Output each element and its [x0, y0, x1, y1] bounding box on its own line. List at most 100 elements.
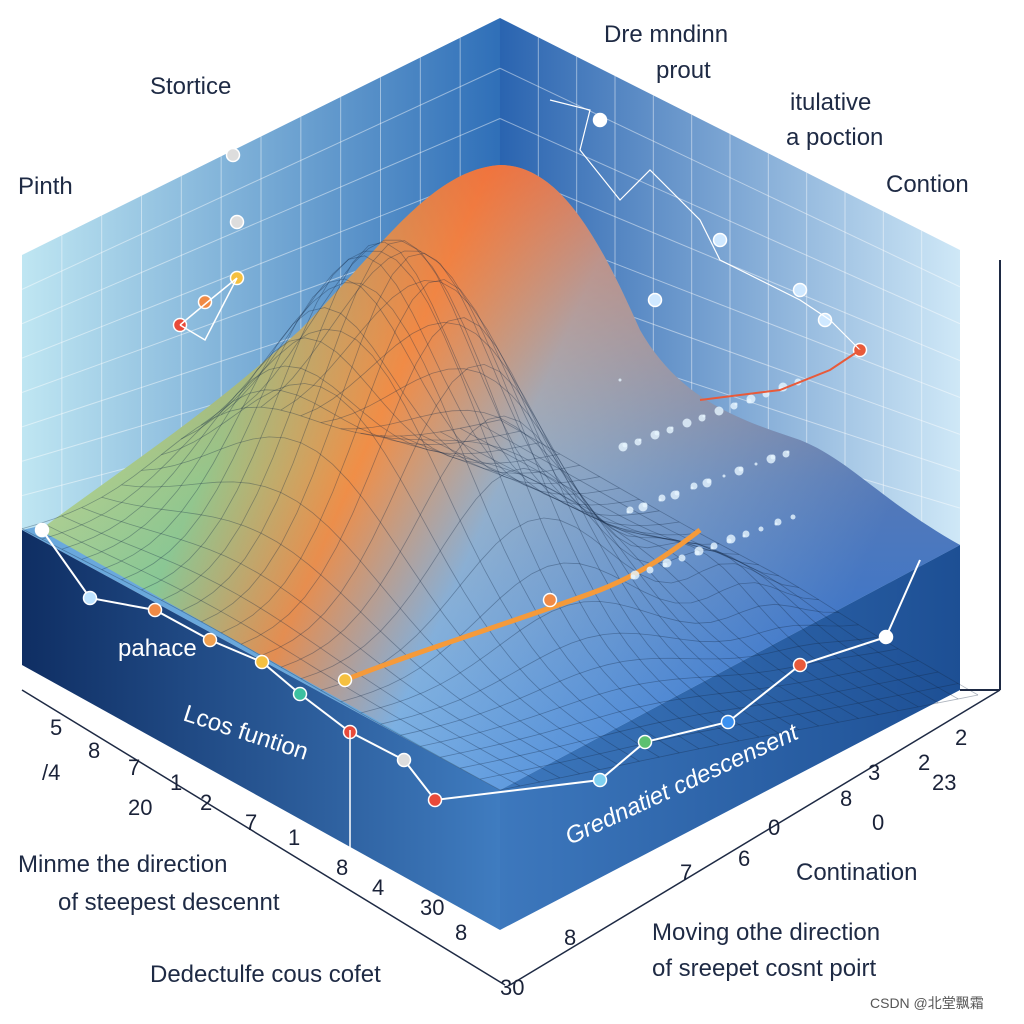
- marker: [637, 734, 653, 750]
- particle: [670, 490, 680, 500]
- mesh-line: [380, 435, 859, 719]
- watermark: CSDN @北堂飘霜: [870, 995, 984, 1011]
- label: Minme the direction: [18, 851, 227, 878]
- label: itulative: [790, 89, 871, 116]
- mesh-line: [320, 517, 799, 691]
- mesh-line: [121, 481, 600, 771]
- particle: [630, 574, 636, 580]
- grid-line: [21, 168, 501, 359]
- front-left-face: [22, 530, 500, 930]
- label: of steepest descennt: [58, 889, 280, 916]
- particle: [754, 462, 758, 466]
- marker: [229, 214, 245, 230]
- grid-line: [21, 118, 501, 325]
- mesh-line: [141, 255, 620, 591]
- mesh-line: [41, 389, 520, 540]
- particle: [758, 526, 764, 532]
- particle: [634, 438, 642, 446]
- mesh-line: [181, 240, 660, 612]
- mesh-line: [240, 239, 720, 746]
- particle: [658, 498, 662, 502]
- mesh-line: [420, 648, 899, 747]
- axis-number: 8: [336, 855, 348, 880]
- mesh-line: [61, 515, 540, 783]
- axis-number: 30: [500, 975, 524, 1000]
- label: Moving othe direction: [652, 919, 880, 946]
- axis-number: 8: [564, 925, 576, 950]
- surface-shade: [40, 165, 960, 790]
- label: Pinth: [18, 173, 73, 200]
- particle: [646, 566, 654, 574]
- label: Contination: [796, 859, 917, 886]
- particle: [730, 402, 738, 410]
- mesh-line: [280, 280, 760, 738]
- marker: [542, 592, 558, 608]
- left-axis: [21, 689, 506, 986]
- particle: [722, 474, 726, 478]
- marker: [817, 312, 833, 328]
- marker: [202, 632, 218, 648]
- label: Dedectulfe cous cofet: [150, 961, 381, 988]
- axis-number: 5: [50, 715, 62, 740]
- descent-path: [344, 528, 702, 683]
- mesh-line: [460, 671, 939, 769]
- mesh-line: [221, 279, 700, 634]
- particle: [638, 502, 648, 512]
- particle: [618, 442, 628, 452]
- particle: [690, 486, 694, 490]
- markers: [34, 112, 894, 808]
- particle: [746, 398, 752, 404]
- grid-line: [499, 118, 961, 325]
- mesh-line: [260, 363, 740, 657]
- axis-number: 30: [420, 895, 444, 920]
- mesh-line: [161, 383, 640, 762]
- particle: [726, 538, 732, 544]
- particle: [766, 454, 776, 464]
- mesh-line: [400, 636, 879, 736]
- mesh-line: [101, 496, 580, 775]
- particle: [698, 414, 706, 422]
- marker: [225, 147, 241, 163]
- mesh-line: [340, 562, 819, 703]
- mesh-line: [280, 415, 759, 668]
- particle: [710, 546, 714, 550]
- mesh-line: [360, 600, 839, 714]
- marker: [34, 522, 50, 538]
- particle: [678, 554, 686, 562]
- mesh-line: [21, 406, 501, 530]
- axis-number: 1: [288, 825, 300, 850]
- mesh-line: [420, 434, 899, 712]
- marker: [197, 294, 213, 310]
- mesh-line: [360, 432, 839, 723]
- mesh-line: [201, 282, 680, 754]
- axis-number: 0: [872, 810, 884, 835]
- mesh-line: [440, 431, 919, 708]
- mesh-line: [340, 409, 819, 727]
- right-base-axis: [509, 689, 1001, 986]
- mesh-line: [499, 694, 979, 791]
- marker: [647, 292, 663, 308]
- label: a poction: [786, 124, 883, 151]
- axis-number: 6: [738, 846, 750, 871]
- axis-number: 2: [918, 750, 930, 775]
- red-path: [699, 349, 861, 401]
- axis-number: 7: [245, 810, 257, 835]
- mesh-line: [320, 368, 800, 731]
- axis-number: 4: [372, 875, 384, 900]
- label: Dre mndinn: [604, 21, 728, 48]
- mesh-line: [121, 278, 600, 581]
- particle: [742, 534, 746, 538]
- mesh-line: [220, 250, 700, 750]
- marker: [878, 629, 894, 645]
- particle: [682, 418, 692, 428]
- label: of sreepet cosnt poirt: [652, 955, 876, 982]
- marker: [592, 112, 608, 128]
- mesh-line: [480, 683, 959, 780]
- marker: [82, 590, 98, 606]
- label: pahace: [118, 635, 197, 662]
- marker: [427, 792, 443, 808]
- particle: [714, 406, 724, 416]
- grid-line: [21, 67, 501, 290]
- particle: [790, 514, 796, 520]
- wall-network: [179, 277, 238, 342]
